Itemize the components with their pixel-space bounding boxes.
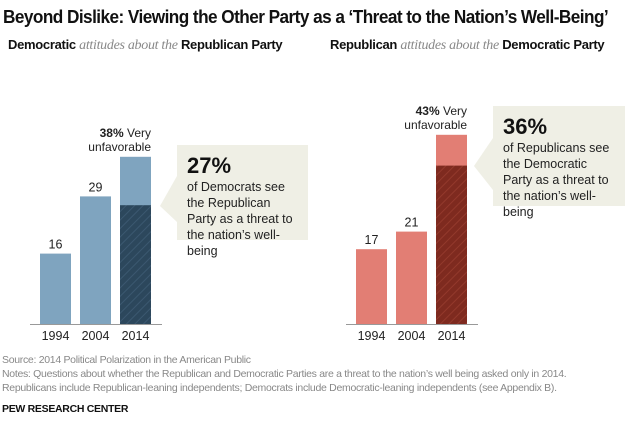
left-subtitle-group: Democratic bbox=[8, 37, 76, 52]
bar-1994 bbox=[356, 249, 387, 324]
threat-bar-segment bbox=[120, 205, 151, 324]
value-label: 17 bbox=[365, 233, 379, 247]
top-label-value: 38% bbox=[100, 126, 124, 140]
left-callout-value: 27% bbox=[187, 153, 232, 178]
right-subtitle-target: Democratic Party bbox=[502, 37, 605, 52]
left-subtitle-target: Republican Party bbox=[180, 37, 283, 52]
x-tick-label: 1994 bbox=[358, 329, 386, 343]
notes-line-1: Notes: Questions about whether the Repub… bbox=[2, 368, 567, 380]
notes-line-2: Republicans include Republican-leaning i… bbox=[2, 382, 557, 394]
bar-2004 bbox=[396, 231, 427, 324]
bar-1994 bbox=[40, 253, 71, 324]
x-tick-label: 2014 bbox=[122, 329, 150, 343]
top-label-text: Very bbox=[124, 126, 151, 140]
right-callout: 36% of Republicans see the Democratic Pa… bbox=[493, 106, 625, 219]
top-label-line2: unfavorable bbox=[404, 118, 467, 132]
left-callout: 27% of Democrats see the Republican Part… bbox=[177, 145, 308, 258]
top-label-text: Very bbox=[440, 104, 467, 118]
callout-pointer bbox=[160, 176, 177, 222]
pew-logo-text: PEW RESEARCH CENTER bbox=[2, 403, 129, 415]
top-label-line1: 43% Very bbox=[416, 104, 467, 118]
right-subtitle: Republican attitudes about the Democrati… bbox=[330, 37, 605, 54]
bar-2004 bbox=[80, 196, 111, 324]
chart-title: Beyond Dislike: Viewing the Other Party … bbox=[3, 6, 609, 27]
threat-bar-segment bbox=[436, 165, 467, 324]
source-note: Source: 2014 Political Polarization in t… bbox=[2, 354, 251, 366]
value-label: 29 bbox=[89, 180, 103, 194]
top-label-line1: 38% Very bbox=[100, 126, 151, 140]
right-subtitle-group: Republican bbox=[330, 37, 398, 52]
value-label: 21 bbox=[405, 216, 419, 230]
left-subtitle-middle: attitudes about the bbox=[79, 38, 178, 53]
right-callout-text: of Republicans see the Democratic Party … bbox=[503, 141, 610, 219]
right-subtitle-middle: attitudes about the bbox=[400, 38, 499, 53]
x-tick-label: 2004 bbox=[398, 329, 426, 343]
top-label-value: 43% bbox=[416, 104, 440, 118]
callout-pointer bbox=[474, 138, 493, 190]
right-callout-value: 36% bbox=[503, 114, 548, 139]
top-label-line2: unfavorable bbox=[88, 140, 151, 154]
left-callout-text: of Democrats see the Republican Party as… bbox=[187, 180, 293, 258]
left-subtitle: Democratic attitudes about the Republica… bbox=[8, 37, 283, 54]
x-tick-label: 2014 bbox=[438, 329, 466, 343]
x-tick-label: 2004 bbox=[82, 329, 110, 343]
value-label: 16 bbox=[49, 238, 63, 252]
x-tick-label: 1994 bbox=[42, 329, 70, 343]
